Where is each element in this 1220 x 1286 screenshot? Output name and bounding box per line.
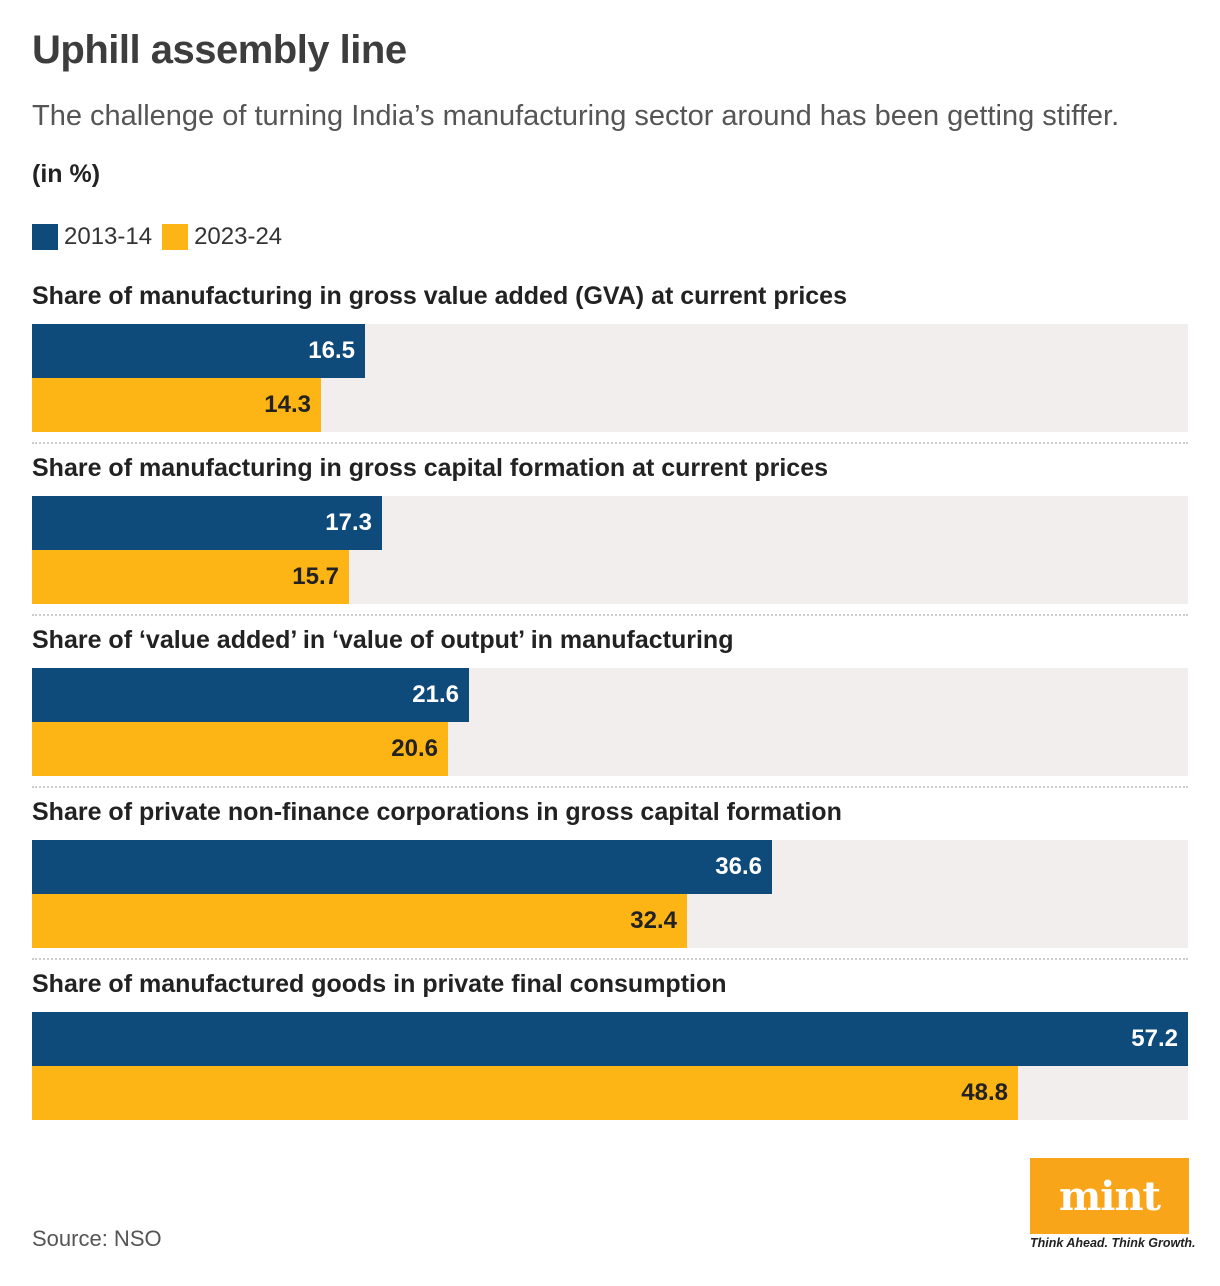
legend-swatch-2013-14: [32, 224, 58, 250]
bar-2013-14: 16.5: [32, 324, 365, 378]
legend-label-2013-14: 2013-14: [64, 223, 153, 250]
bar-2023-24: 48.8: [32, 1066, 1018, 1120]
chart-title: Uphill assembly line: [32, 28, 407, 72]
legend: 2013-14 2023-24: [32, 220, 292, 254]
bar-track: 16.5 14.3: [32, 324, 1188, 432]
source-note: Source: NSO: [32, 1226, 162, 1251]
bar-value-label: 57.2: [1131, 1025, 1178, 1052]
bar-2013-14: 21.6: [32, 668, 469, 722]
bar-value-label: 15.7: [292, 563, 339, 590]
bar-value-label: 21.6: [412, 681, 459, 708]
bar-2013-14: 36.6: [32, 840, 772, 894]
brand-tagline: Think Ahead. Think Growth.: [1030, 1236, 1196, 1250]
legend-item-2013-14: 2013-14: [32, 223, 152, 251]
logo-wordmark: mint: [1058, 1172, 1161, 1220]
bar-value-label: 48.8: [961, 1079, 1008, 1106]
bar-value-label: 16.5: [308, 337, 355, 364]
bar-value-label: 32.4: [630, 907, 677, 934]
bar-2023-24: 32.4: [32, 894, 687, 948]
legend-label-2023-24: 2023-24: [194, 223, 283, 250]
panel-title: Share of manufacturing in gross capital …: [32, 454, 828, 482]
panel-title: Share of ‘value added’ in ‘value of outp…: [32, 626, 734, 654]
panel-title: Share of manufactured goods in private f…: [32, 970, 727, 998]
bar-value-label: 20.6: [391, 735, 438, 762]
panel-divider: [32, 614, 1188, 616]
bar-value-label: 17.3: [325, 509, 372, 536]
bar-value-label: 36.6: [715, 853, 762, 880]
bar-2013-14: 17.3: [32, 496, 382, 550]
legend-item-2023-24: 2023-24: [162, 223, 282, 251]
bar-2013-14: 57.2: [32, 1012, 1188, 1066]
bar-track: 17.3 15.7: [32, 496, 1188, 604]
panel-divider: [32, 958, 1188, 960]
panel-title: Share of manufacturing in gross value ad…: [32, 282, 847, 310]
bar-track: 57.2 48.8: [32, 1012, 1188, 1120]
bar-2023-24: 15.7: [32, 550, 349, 604]
bar-2023-24: 20.6: [32, 722, 448, 776]
legend-swatch-2023-24: [162, 224, 189, 250]
chart-subtitle: The challenge of turning India’s manufac…: [32, 100, 1120, 132]
bar-track: 21.6 20.6: [32, 668, 1188, 776]
bar-2023-24: 14.3: [32, 378, 321, 432]
unit-label: (in %): [32, 160, 101, 188]
bar-value-label: 14.3: [264, 391, 311, 418]
panel-title: Share of private non-finance corporation…: [32, 798, 842, 826]
bar-track: 36.6 32.4: [32, 840, 1188, 948]
panel-divider: [32, 442, 1188, 444]
mint-logo: mint: [1030, 1158, 1189, 1234]
panel-divider: [32, 786, 1188, 788]
